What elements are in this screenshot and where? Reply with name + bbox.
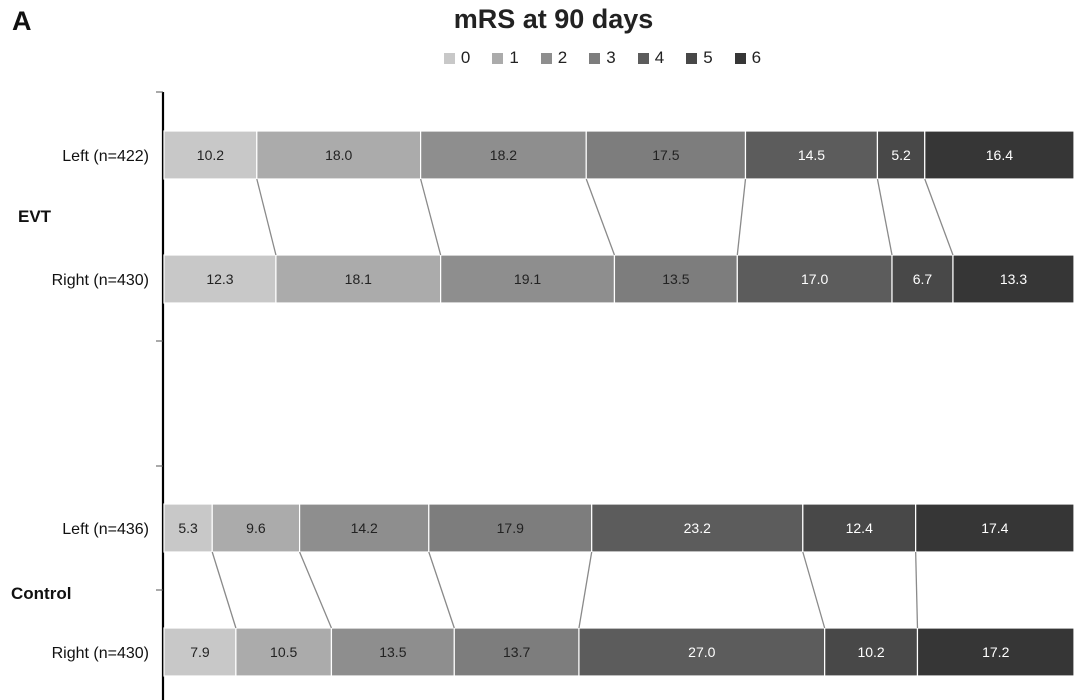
row-label-2: Left (n=436) bbox=[62, 521, 149, 538]
data-label-row1-mrs1: 18.1 bbox=[345, 271, 372, 287]
bar-segment-row0-mrs0 bbox=[163, 130, 258, 180]
legend-swatch-0 bbox=[443, 52, 455, 64]
bar-segment-row2-mrs6 bbox=[915, 503, 1075, 553]
legend-swatch-4 bbox=[637, 52, 649, 64]
bar-segment-row3-mrs2 bbox=[330, 627, 455, 677]
bar-segment-row3-mrs4 bbox=[578, 627, 826, 677]
connector-line-0-1-5 bbox=[924, 178, 954, 256]
data-label-row2-mrs6: 17.4 bbox=[981, 520, 1008, 536]
panel-letter: A bbox=[12, 6, 32, 36]
bar-segment-row2-mrs0 bbox=[163, 503, 213, 553]
data-label-row3-mrs0: 7.9 bbox=[190, 644, 210, 660]
data-label-row0-mrs5: 5.2 bbox=[891, 147, 911, 163]
connector-line-2-3-1 bbox=[298, 551, 333, 629]
data-label-row3-mrs3: 13.7 bbox=[503, 644, 530, 660]
bar-segment-row3-mrs1 bbox=[235, 627, 333, 677]
chart-title: mRS at 90 days bbox=[453, 4, 654, 34]
bar-segment-row0-mrs1 bbox=[256, 130, 422, 180]
bar-segment-row3-mrs6 bbox=[916, 627, 1075, 677]
legend-item-3: 3 bbox=[589, 48, 616, 68]
data-label-row1-mrs0: 12.3 bbox=[206, 271, 233, 287]
connector-line-2-3-3 bbox=[578, 551, 593, 629]
legend-label-6: 6 bbox=[751, 48, 762, 67]
bar-segment-row0-mrs6 bbox=[924, 130, 1075, 180]
data-label-row2-mrs3: 17.9 bbox=[497, 520, 524, 536]
legend-label-2: 2 bbox=[557, 48, 568, 67]
bar-segment-row0-mrs4 bbox=[744, 130, 879, 180]
connector-line-2-3-2 bbox=[428, 551, 455, 629]
bar-segment-row0-mrs2 bbox=[420, 130, 587, 180]
legend: 0 1 2 3 4 5 6 bbox=[0, 48, 1087, 68]
data-label-row0-mrs2: 18.2 bbox=[490, 147, 517, 163]
connector-line-2-3-5 bbox=[915, 551, 919, 629]
connector-line-0-1-2 bbox=[585, 178, 616, 256]
connector-line-0-1-1 bbox=[419, 178, 442, 256]
bar-segment-row0-mrs5 bbox=[876, 130, 926, 180]
legend-label-1: 1 bbox=[509, 48, 519, 67]
data-label-row1-mrs6: 13.3 bbox=[1000, 271, 1027, 287]
group-label-control: Control bbox=[11, 584, 71, 603]
data-label-row2-mrs5: 12.4 bbox=[846, 520, 873, 536]
legend-swatch-2 bbox=[540, 52, 552, 64]
legend-item-4: 4 bbox=[637, 48, 665, 68]
data-label-row3-mrs6: 17.2 bbox=[982, 644, 1009, 660]
data-label-row2-mrs0: 5.3 bbox=[178, 520, 198, 536]
connector-line-2-3-4 bbox=[802, 551, 826, 629]
bar-segment-row1-mrs2 bbox=[440, 254, 616, 304]
data-label-row1-mrs4: 17.0 bbox=[801, 271, 828, 287]
legend-swatch-5 bbox=[686, 52, 698, 64]
connector-line-0-1-0 bbox=[256, 178, 277, 256]
data-label-row3-mrs5: 10.2 bbox=[857, 644, 884, 660]
bar-segment-row2-mrs2 bbox=[298, 503, 430, 553]
row-label-1: Right (n=430) bbox=[52, 272, 149, 289]
bar-segment-row2-mrs3 bbox=[428, 503, 593, 553]
row-label-0: Left (n=422) bbox=[62, 148, 149, 165]
legend-label-3: 3 bbox=[606, 48, 616, 67]
legend-item-5: 5 bbox=[686, 48, 713, 68]
legend-item-6: 6 bbox=[734, 48, 762, 68]
data-label-row1-mrs3: 13.5 bbox=[662, 271, 689, 287]
connector-line-0-1-3 bbox=[736, 178, 747, 256]
bar-segment-row3-mrs5 bbox=[824, 627, 919, 677]
legend-swatch-6 bbox=[734, 52, 746, 64]
data-label-row0-mrs6: 16.4 bbox=[986, 147, 1013, 163]
data-label-row2-mrs4: 23.2 bbox=[684, 520, 711, 536]
bar-segment-row3-mrs3 bbox=[453, 627, 580, 677]
data-label-row2-mrs1: 9.6 bbox=[246, 520, 266, 536]
bar-segment-row1-mrs1 bbox=[275, 254, 442, 304]
bar-segment-row1-mrs0 bbox=[163, 254, 277, 304]
data-label-row3-mrs4: 27.0 bbox=[688, 644, 715, 660]
legend-label-0: 0 bbox=[460, 48, 471, 67]
data-label-row0-mrs4: 14.5 bbox=[798, 147, 825, 163]
bar-segment-row2-mrs4 bbox=[591, 503, 804, 553]
row-label-3: Right (n=430) bbox=[52, 645, 149, 662]
data-label-row2-mrs2: 14.2 bbox=[351, 520, 378, 536]
connector-line-0-1-4 bbox=[876, 178, 893, 256]
legend-label-4: 4 bbox=[654, 48, 665, 67]
data-label-row0-mrs3: 17.5 bbox=[652, 147, 679, 163]
legend-swatch-1 bbox=[492, 52, 504, 64]
bar-segment-row1-mrs3 bbox=[613, 254, 738, 304]
bar-segment-row2-mrs5 bbox=[802, 503, 917, 553]
data-label-row0-mrs0: 10.2 bbox=[197, 147, 224, 163]
bar-segment-row2-mrs1 bbox=[211, 503, 301, 553]
legend-swatch-3 bbox=[589, 52, 601, 64]
data-label-row3-mrs2: 13.5 bbox=[379, 644, 406, 660]
bar-segment-row1-mrs6 bbox=[952, 254, 1075, 304]
data-label-row1-mrs2: 19.1 bbox=[514, 271, 541, 287]
data-label-row0-mrs1: 18.0 bbox=[325, 147, 352, 163]
data-label-row1-mrs5: 6.7 bbox=[913, 271, 933, 287]
data-label-row3-mrs1: 10.5 bbox=[270, 644, 297, 660]
bar-segment-row1-mrs5 bbox=[891, 254, 954, 304]
legend-label-5: 5 bbox=[703, 48, 713, 67]
legend-item-0: 0 bbox=[443, 48, 471, 68]
bar-segment-row0-mrs3 bbox=[585, 130, 747, 180]
bar-segment-row1-mrs4 bbox=[736, 254, 893, 304]
connector-line-2-3-0 bbox=[211, 551, 237, 629]
group-label-evt: EVT bbox=[18, 207, 52, 226]
legend-item-1: 1 bbox=[492, 48, 519, 68]
legend-item-2: 2 bbox=[540, 48, 568, 68]
